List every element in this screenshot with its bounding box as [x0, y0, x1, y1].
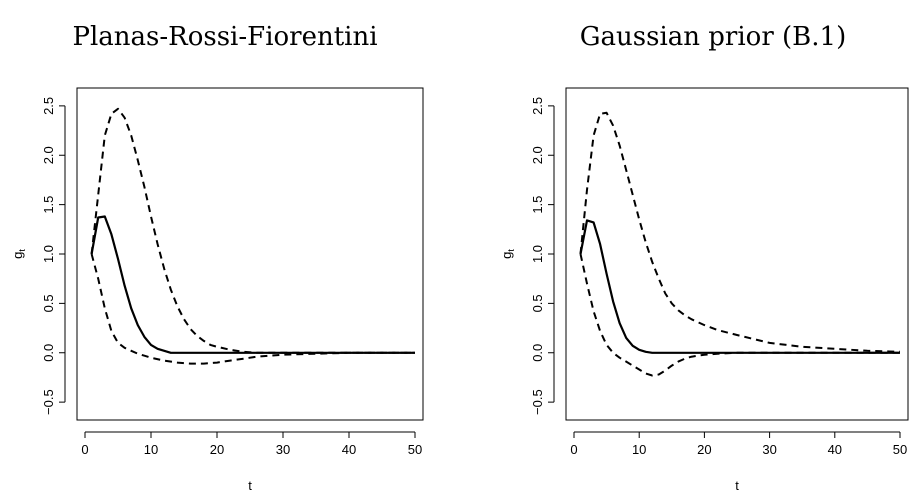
x-tick-label: 0 — [81, 442, 88, 457]
x-axis-label: t — [735, 478, 739, 493]
y-tick-label: 0.0 — [41, 344, 56, 362]
x-tick-label: 20 — [210, 442, 224, 457]
y-tick-label: 0.5 — [530, 294, 545, 312]
y-tick-label: 1.0 — [530, 245, 545, 263]
x-tick-label: 50 — [408, 442, 422, 457]
series-line-upper-band — [90, 107, 415, 354]
y-tick-label: 2.0 — [41, 146, 56, 164]
y-tick-label: −0.5 — [530, 389, 545, 415]
chart-panel-left: Planas-Rossi-Fiorentini 0 10 20 30 40 50 −0.5 0.… — [10, 22, 424, 493]
x-tick-label: 40 — [828, 442, 842, 457]
y-tick-label: 2.5 — [41, 97, 56, 115]
y-tick-label: 2.0 — [530, 146, 545, 164]
x-tick-label: 50 — [893, 442, 907, 457]
series-line-lower-band — [90, 253, 415, 365]
plot-frame — [76, 87, 424, 421]
x-tick-label: 20 — [697, 442, 711, 457]
y-tick-label: 0.0 — [530, 344, 545, 362]
y-tick-label: 1.0 — [41, 245, 56, 263]
y-axis-label: gt — [499, 249, 516, 259]
plot-frame — [565, 87, 909, 421]
chart-title: Gaussian prior (B.1) — [580, 22, 846, 52]
series-line-median — [579, 219, 900, 354]
x-axis-label: t — [248, 478, 252, 493]
y-tick-label: 2.5 — [530, 97, 545, 115]
x-tick-label: 10 — [632, 442, 646, 457]
y-tick-label: 1.5 — [530, 196, 545, 214]
y-axis-label: gt — [10, 249, 27, 259]
x-tick-label: 40 — [342, 442, 356, 457]
series-line-upper-band — [579, 111, 901, 353]
series-line-median — [90, 215, 415, 354]
x-tick-label: 30 — [762, 442, 776, 457]
series-line-lower-band — [579, 253, 900, 377]
y-tick-label: −0.5 — [41, 389, 56, 415]
x-tick-label: 30 — [276, 442, 290, 457]
x-tick-label: 0 — [570, 442, 577, 457]
chart-title: Planas-Rossi-Fiorentini — [72, 22, 377, 52]
x-tick-label: 10 — [144, 442, 158, 457]
y-tick-label: 0.5 — [41, 294, 56, 312]
chart-panel-right: Gaussian prior (B.1) 0 10 20 30 40 50 −0.5 0.0 0.… — [499, 22, 909, 493]
y-tick-label: 1.5 — [41, 196, 56, 214]
